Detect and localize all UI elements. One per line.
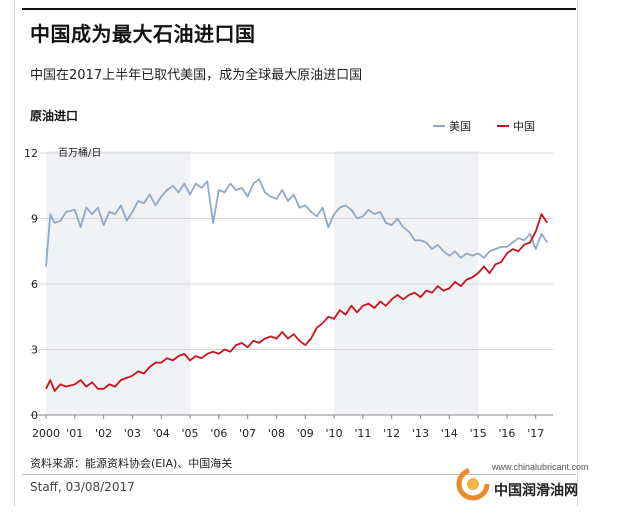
x-axis: 2000 '01 '02 '03 '04 '05 '06 '07 '08 '09 '10 '11 '12… <box>32 415 544 440</box>
watermark-logo-icon <box>456 467 490 501</box>
y-tick-label: 3 <box>31 344 38 357</box>
y-axis: 0 3 6 9 12 <box>24 147 38 422</box>
legend-us-swatch <box>433 125 445 127</box>
legend-us-label: 美国 <box>449 120 471 133</box>
x-tick-label: '07 <box>239 427 256 440</box>
legend-china-label: 中国 <box>513 120 535 133</box>
chart-subtitle: 中国在2017上半年已取代美国，成为全球最大原油进口国 <box>30 68 363 83</box>
y-tick-label: 12 <box>24 147 38 160</box>
x-tick-label: '11 <box>354 427 371 440</box>
shaded-periods <box>46 151 479 415</box>
grid-lines <box>30 152 553 416</box>
y-tick-label: 6 <box>31 278 38 291</box>
x-tick-label: '15 <box>470 427 487 440</box>
shaded-period-0 <box>46 151 191 415</box>
watermark: www.chinalubricant.com 中国润滑油网 <box>456 460 616 508</box>
footer-separator <box>22 474 576 475</box>
series-lines <box>45 178 548 392</box>
x-tick-label: '16 <box>498 427 515 440</box>
x-tick-label: '08 <box>268 427 285 440</box>
x-tick-label: '09 <box>297 427 314 440</box>
source-note: 资料来源：能源资料协会(EIA)、中国海关 <box>30 457 233 470</box>
y-tick-label: 9 <box>31 213 38 226</box>
byline: Staff, 03/08/2017 <box>30 480 135 494</box>
top-rule <box>22 8 576 10</box>
x-tick-label: '10 <box>326 427 343 440</box>
watermark-url: www.chinalubricant.com <box>492 462 589 472</box>
unit-label: 百万桶/日 <box>58 146 101 159</box>
watermark-name: 中国润滑油网 <box>494 483 578 499</box>
legend-china: 中国 <box>497 118 535 134</box>
x-tick-label: '17 <box>527 427 544 440</box>
legend-china-swatch <box>497 125 509 127</box>
legend-us: 美国 <box>433 118 471 134</box>
chart-title: 中国成为最大石油进口国 <box>30 22 256 46</box>
x-tick-label: '03 <box>124 427 141 440</box>
x-tick-label: '04 <box>153 427 170 440</box>
series-line-us <box>45 178 548 267</box>
x-tick-label: '05 <box>182 427 199 440</box>
x-tick-label: '14 <box>441 427 458 440</box>
x-tick-label: '01 <box>66 427 83 440</box>
x-tick-label: '13 <box>412 427 429 440</box>
x-tick-label: '06 <box>210 427 227 440</box>
series-line-china <box>45 213 548 392</box>
x-tick-label: 2000 <box>32 427 60 440</box>
x-tick-label: '12 <box>383 427 400 440</box>
chart-label: 原油进口 <box>30 109 79 123</box>
y-tick-label: 0 <box>31 409 38 422</box>
x-tick-label: '02 <box>95 427 112 440</box>
